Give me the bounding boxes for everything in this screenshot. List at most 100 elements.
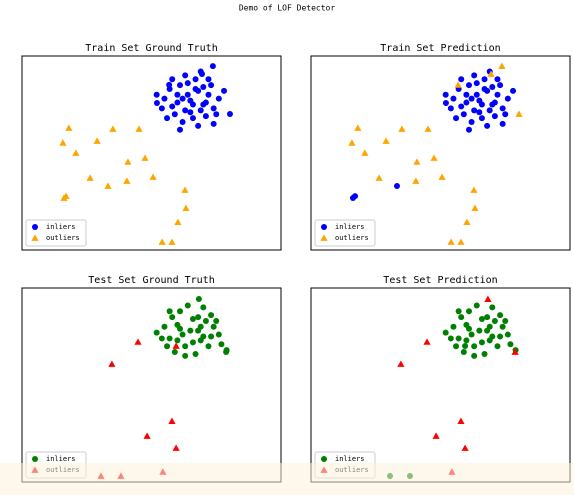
inlier-marker — [205, 91, 212, 98]
inlier-marker — [476, 109, 483, 116]
inlier-marker — [209, 63, 216, 70]
inlier-marker — [478, 316, 485, 323]
inlier-marker — [161, 95, 168, 102]
subplot-title: Train Set Ground Truth — [85, 43, 217, 54]
inlier-marker — [199, 71, 206, 78]
inlier-marker — [447, 335, 454, 342]
outlier-marker — [134, 338, 142, 345]
inlier-marker — [499, 323, 506, 330]
inlier-marker — [174, 99, 181, 106]
subplot-title: Test Set Prediction — [383, 275, 497, 286]
legend-box — [314, 219, 376, 247]
inlier-marker — [210, 120, 217, 127]
inlier-marker — [169, 103, 176, 110]
inlier-marker — [176, 126, 183, 133]
inlier-marker — [442, 91, 449, 98]
inlier-marker — [471, 72, 478, 79]
inlier-marker — [460, 349, 467, 356]
outlier-marker — [158, 238, 166, 245]
inlier-marker — [481, 76, 488, 83]
outlier-marker — [141, 154, 149, 161]
outlier-marker — [31, 234, 39, 241]
inlier-marker — [478, 339, 485, 346]
inlier-marker — [184, 302, 191, 309]
inlier-marker — [486, 107, 493, 114]
legend-label: inliers — [335, 455, 365, 463]
inlier-marker — [184, 91, 191, 98]
inlier-marker — [179, 331, 186, 338]
outlier-marker — [375, 174, 383, 181]
inlier-marker — [447, 105, 454, 112]
inlier-marker — [468, 95, 475, 102]
inlier-marker — [179, 95, 186, 102]
outlier-marker — [172, 342, 180, 349]
outlier-marker — [463, 218, 471, 225]
inlier-marker — [489, 84, 496, 91]
outlier-marker — [168, 238, 176, 245]
inlier-marker — [450, 95, 457, 102]
inlier-marker — [497, 312, 504, 319]
inlier-marker — [352, 193, 359, 200]
plot-frame — [21, 55, 282, 251]
inlier-marker — [164, 115, 171, 122]
outlier-marker — [382, 137, 390, 144]
outlier-marker — [397, 360, 405, 367]
figure-title: Demo of LOF Detector — [239, 4, 336, 13]
legend-label: inliers — [335, 223, 365, 231]
inlier-marker — [171, 349, 178, 356]
inlier-marker — [208, 312, 215, 319]
inlier-marker — [210, 323, 217, 330]
outlier-marker — [143, 432, 151, 439]
inlier-marker — [468, 331, 475, 338]
inlier-marker — [497, 82, 504, 89]
inlier-marker — [497, 333, 504, 340]
inlier-marker — [494, 343, 501, 350]
inlier-marker — [215, 95, 222, 102]
inlier-marker — [484, 122, 491, 129]
inlier-marker — [200, 304, 207, 311]
inlier-marker — [502, 111, 509, 118]
inlier-marker — [491, 99, 498, 106]
outlier-marker — [515, 110, 523, 117]
inlier-marker — [484, 327, 491, 334]
inlier-marker — [32, 224, 38, 230]
inlier-marker — [458, 76, 465, 83]
inlier-marker — [189, 101, 196, 108]
inlier-marker — [463, 99, 470, 106]
inlier-marker — [442, 329, 449, 336]
inlier-marker — [453, 343, 460, 350]
inlier-marker — [504, 331, 511, 338]
inlier-marker — [468, 118, 475, 125]
inlier-marker — [473, 302, 480, 309]
outlier-marker — [149, 173, 157, 180]
inlier-marker — [481, 85, 488, 92]
inlier-marker — [166, 335, 173, 342]
outlier-marker — [412, 177, 420, 184]
inlier-marker — [491, 317, 498, 324]
inlier-marker — [153, 99, 160, 106]
inlier-marker — [507, 341, 514, 348]
inlier-marker — [182, 107, 189, 114]
inlier-marker — [195, 327, 202, 334]
legend-box — [25, 219, 87, 247]
outlier-marker — [423, 338, 431, 345]
inlier-marker — [161, 323, 168, 330]
inlier-marker — [213, 111, 220, 118]
outlier-marker — [454, 81, 462, 88]
inlier-marker — [192, 76, 199, 83]
inlier-marker — [471, 352, 478, 359]
inlier-marker — [197, 107, 204, 114]
inlier-marker — [208, 82, 215, 89]
inlier-marker — [189, 339, 196, 346]
inlier-marker — [465, 325, 472, 332]
outlier-marker — [62, 192, 70, 199]
inlier-marker — [321, 224, 327, 230]
outlier-marker — [432, 432, 440, 439]
inlier-marker — [453, 115, 460, 122]
subplot-title: Train Set Prediction — [380, 43, 500, 54]
inlier-marker — [164, 343, 171, 350]
inlier-marker — [195, 314, 202, 321]
inlier-marker — [473, 91, 480, 98]
inlier-marker — [455, 335, 462, 342]
inlier-marker — [491, 113, 498, 120]
